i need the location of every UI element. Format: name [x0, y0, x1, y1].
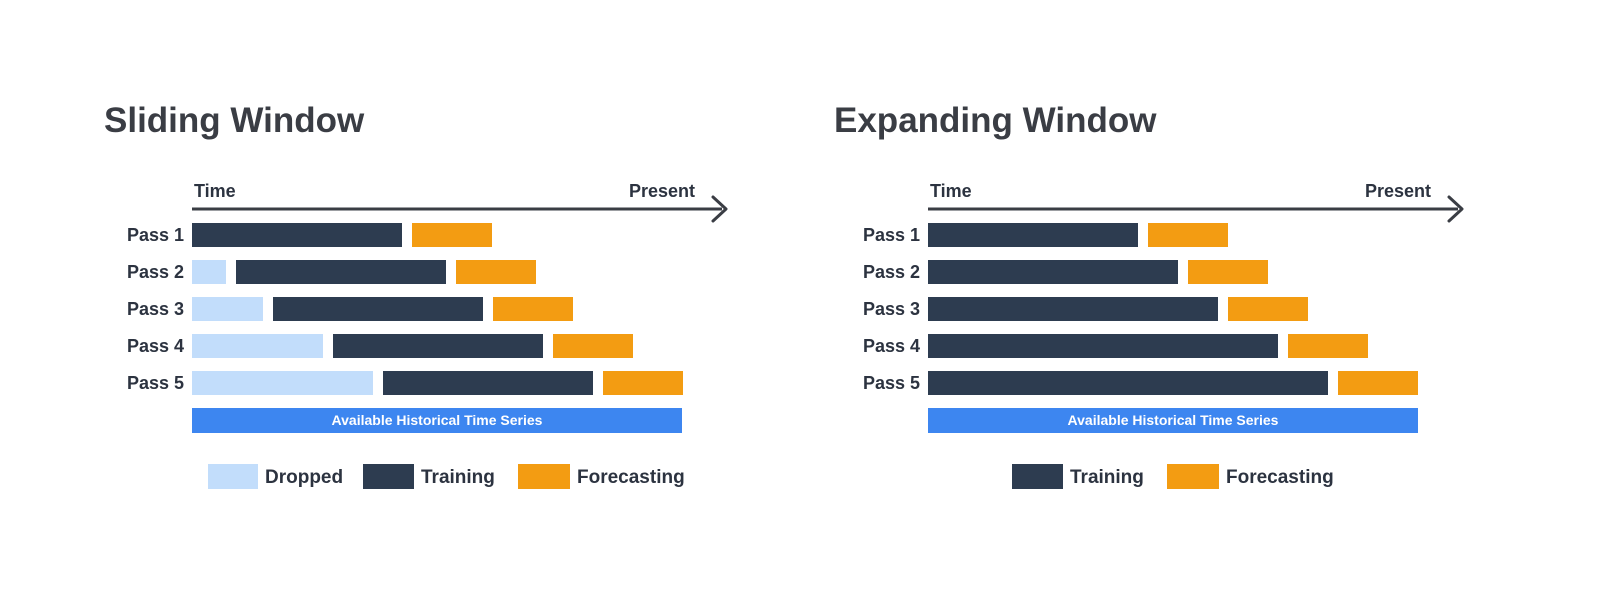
panel-title: Expanding Window [834, 101, 1157, 140]
forecasting-segment [412, 223, 492, 247]
time-axis-start-label: Time [930, 181, 972, 201]
training-segment [192, 223, 402, 247]
panel-title: Sliding Window [104, 101, 365, 140]
training-segment [333, 334, 543, 358]
pass-row: Pass 5 [863, 371, 1418, 395]
training-segment [928, 260, 1178, 284]
historical-time-series-rect [928, 408, 1418, 433]
forecasting-segment [1338, 371, 1418, 395]
training-segment [383, 371, 593, 395]
pass-label: Pass 1 [863, 225, 920, 245]
arrow-right-icon [711, 195, 728, 223]
forecasting-segment [1188, 260, 1268, 284]
forecasting-segment [1148, 223, 1228, 247]
pass-label: Pass 5 [863, 373, 920, 393]
legend-label: Forecasting [577, 467, 685, 488]
training-segment [273, 297, 483, 321]
legend-item-training: Training [363, 464, 495, 489]
training-segment [928, 334, 1278, 358]
legend-swatch [1012, 464, 1063, 489]
historical-time-series-bar: Available Historical Time Series [192, 408, 682, 433]
pass-row: Pass 4 [863, 334, 1368, 358]
arrow-right-icon [1447, 195, 1464, 223]
time-axis-start-label: Time [194, 181, 236, 201]
forecasting-segment [1288, 334, 1368, 358]
pass-row: Pass 1 [127, 223, 492, 247]
forecasting-segment [1228, 297, 1308, 321]
legend-item-forecasting: Forecasting [518, 464, 685, 489]
legend-label: Training [421, 467, 495, 488]
training-segment [928, 223, 1138, 247]
pass-row: Pass 3 [863, 297, 1308, 321]
historical-time-series-label: Available Historical Time Series [1068, 412, 1279, 428]
dropped-segment [192, 297, 263, 321]
forecasting-segment [456, 260, 536, 284]
legend-item-dropped: Dropped [208, 464, 343, 489]
training-segment [928, 371, 1328, 395]
training-segment [236, 260, 446, 284]
legend-label: Forecasting [1226, 467, 1334, 488]
legend-item-training: Training [1012, 464, 1144, 489]
legend: Dropped Training Forecasting [208, 464, 685, 489]
pass-row: Pass 5 [127, 371, 683, 395]
pass-label: Pass 3 [127, 299, 184, 319]
pass-row: Pass 2 [863, 260, 1268, 284]
time-axis: Time Present [928, 181, 1464, 223]
legend-swatch [1167, 464, 1219, 489]
historical-time-series-rect [192, 408, 682, 433]
dropped-segment [192, 334, 323, 358]
legend-label: Dropped [265, 467, 343, 488]
pass-label: Pass 3 [863, 299, 920, 319]
historical-time-series-bar: Available Historical Time Series [928, 408, 1418, 433]
pass-label: Pass 4 [127, 336, 184, 356]
dropped-segment [192, 260, 226, 284]
sliding-window-panel: Sliding Window Time Present Pass 1 Pass 2 Pas… [104, 101, 728, 489]
legend: Training Forecasting [1012, 464, 1334, 489]
forecasting-segment [493, 297, 573, 321]
historical-time-series-label: Available Historical Time Series [332, 412, 543, 428]
pass-label: Pass 2 [863, 262, 920, 282]
legend-label: Training [1070, 467, 1144, 488]
dropped-segment [192, 371, 373, 395]
pass-row: Pass 4 [127, 334, 633, 358]
legend-swatch [363, 464, 414, 489]
pass-row: Pass 2 [127, 260, 536, 284]
expanding-window-panel: Expanding Window Time Present Pass 1 Pass 2 P… [834, 101, 1464, 489]
legend-swatch [518, 464, 570, 489]
pass-row: Pass 1 [863, 223, 1228, 247]
training-segment [928, 297, 1218, 321]
pass-label: Pass 2 [127, 262, 184, 282]
pass-label: Pass 5 [127, 373, 184, 393]
legend-swatch [208, 464, 258, 489]
forecasting-segment [553, 334, 633, 358]
time-axis: Time Present [192, 181, 728, 223]
time-axis-end-label: Present [1365, 181, 1431, 201]
pass-label: Pass 1 [127, 225, 184, 245]
pass-row: Pass 3 [127, 297, 573, 321]
forecasting-segment [603, 371, 683, 395]
pass-label: Pass 4 [863, 336, 920, 356]
time-axis-end-label: Present [629, 181, 695, 201]
legend-item-forecasting: Forecasting [1167, 464, 1334, 489]
